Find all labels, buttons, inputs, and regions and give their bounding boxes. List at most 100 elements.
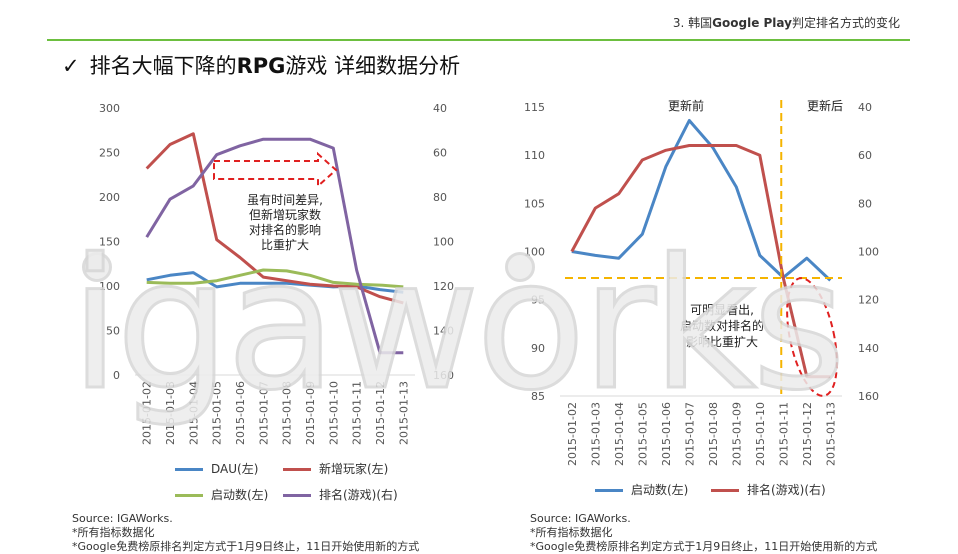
legend-label: 排名(游戏)(右) xyxy=(319,488,398,502)
source-line: Source: IGAWorks. xyxy=(530,512,631,525)
x-tick-label: 2015-01-02 xyxy=(141,381,154,445)
x-tick-label: 2015-01-05 xyxy=(636,402,649,466)
y-left-tick: 90 xyxy=(531,342,545,355)
series-line-0-3 xyxy=(145,137,404,355)
y-right-tick: 140 xyxy=(858,342,879,355)
annotation-line: 影响比重扩大 xyxy=(686,334,758,349)
dashed-arrow xyxy=(213,151,338,189)
legend-item-new-users: 新增玩家(左) xyxy=(283,460,388,477)
x-tick-label: 2015-01-03 xyxy=(589,402,602,466)
header-rule xyxy=(47,39,910,41)
legend-swatch xyxy=(595,489,623,492)
annotation-line: 比重扩大 xyxy=(261,238,309,252)
y-right-tick: 160 xyxy=(433,369,454,382)
title-pre: 排名大幅下降的 xyxy=(89,54,237,78)
legend-swatch xyxy=(175,468,203,471)
y-left-tick: 95 xyxy=(531,294,545,307)
watermark-dot-1 xyxy=(82,252,112,282)
legend-swatch xyxy=(283,494,311,497)
section-bold: Google Play xyxy=(712,16,792,30)
source-line: Source: IGAWorks. xyxy=(72,512,173,525)
x-tick-label: 2015-01-05 xyxy=(211,381,224,445)
x-tick-label: 2015-01-09 xyxy=(730,402,743,466)
y-left-tick: 85 xyxy=(531,390,545,403)
x-tick-label: 2015-01-04 xyxy=(187,381,200,445)
x-tick-label: 2015-01-13 xyxy=(824,402,837,466)
series-line-1-0 xyxy=(571,119,832,282)
x-tick-label: 2015-01-02 xyxy=(566,402,579,466)
y-left-tick: 105 xyxy=(524,197,545,210)
legend-item-rank: 排名(游戏)(右) xyxy=(283,486,398,503)
x-tick-label: 2015-01-03 xyxy=(164,381,177,445)
legend-label: DAU(左) xyxy=(211,462,259,476)
page-title: ✓ 排名大幅下降的RPG游戏 详细数据分析 xyxy=(62,50,460,80)
y-right-tick: 100 xyxy=(858,246,879,259)
legend-swatch xyxy=(175,494,203,497)
y-left-tick: 115 xyxy=(524,101,545,114)
annotation-line: 虽有时间差异, xyxy=(247,193,323,207)
y-right-tick: 100 xyxy=(433,236,454,249)
y-right-tick: 120 xyxy=(858,294,879,307)
legend-label: 新增玩家(左) xyxy=(319,462,389,476)
x-tick-label: 2015-01-12 xyxy=(801,402,814,466)
annotation-line: 启动数对排名的 xyxy=(680,318,764,333)
y-right-tick: 40 xyxy=(433,102,447,115)
right-source: Source: IGAWorks. *所有指标数据化 *Google免费榜原排名… xyxy=(530,512,877,554)
x-tick-label: 2015-01-12 xyxy=(374,381,387,445)
period-label-before: 更新前 xyxy=(668,98,704,113)
x-tick-label: 2015-01-06 xyxy=(660,402,673,466)
x-tick-label: 2015-01-10 xyxy=(327,381,340,445)
x-tick-label: 2015-01-11 xyxy=(777,402,790,466)
legend-label: 排名(游戏)(右) xyxy=(747,483,826,497)
y-right-tick: 40 xyxy=(858,101,872,114)
legend-label: 启动数(左) xyxy=(631,483,689,497)
title-bold: RPG xyxy=(236,54,286,78)
section-label: 3. 韩国Google Play判定排名方式的变化 xyxy=(673,14,900,31)
source-line: *Google免费榜原排名判定方式于1月9日终止，11日开始使用新的方式 xyxy=(530,540,878,553)
annotation-line: 可明显看出, xyxy=(690,303,754,317)
legend-item-dau: DAU(左) xyxy=(175,460,258,477)
left-source: Source: IGAWorks. *所有指标数据化 *Google免费榜原排名… xyxy=(72,512,419,554)
x-tick-label: 2015-01-04 xyxy=(613,402,626,466)
annotation-line: 但新增玩家数 xyxy=(249,207,321,222)
check-icon: ✓ xyxy=(62,54,80,78)
y-right-tick: 60 xyxy=(858,149,872,162)
legend-item-launches: 启动数(左) xyxy=(175,486,268,503)
highlight-ellipse xyxy=(786,277,838,397)
y-left-tick: 200 xyxy=(99,191,120,204)
left-legend: DAU(左) 新增玩家(左) 启动数(左) 排名(游戏)(右) xyxy=(175,460,455,503)
y-left-tick: 50 xyxy=(106,325,120,338)
period-label-after: 更新后 xyxy=(807,98,843,113)
x-tick-label: 2015-01-09 xyxy=(304,381,317,445)
legend-swatch xyxy=(283,468,311,471)
y-left-tick: 250 xyxy=(99,147,120,160)
annotation-line: 对排名的影响 xyxy=(249,222,321,237)
x-tick-label: 2015-01-13 xyxy=(397,381,410,445)
x-tick-label: 2015-01-10 xyxy=(754,402,767,466)
series-line-1-1 xyxy=(570,144,831,379)
watermark-dot-2 xyxy=(505,252,535,282)
title-post: 游戏 详细数据分析 xyxy=(285,54,461,78)
y-right-tick: 140 xyxy=(433,325,454,338)
y-right-tick: 80 xyxy=(433,191,447,204)
x-tick-label: 2015-01-06 xyxy=(234,381,247,445)
legend-swatch xyxy=(711,489,739,492)
x-tick-label: 2015-01-08 xyxy=(707,402,720,466)
right-legend: 启动数(左) 排名(游戏)(右) xyxy=(595,481,855,501)
legend-label: 启动数(左) xyxy=(211,488,269,502)
x-tick-label: 2015-01-08 xyxy=(281,381,294,445)
y-left-tick: 0 xyxy=(113,369,120,382)
y-left-tick: 150 xyxy=(99,236,120,249)
source-line: *Google免费榜原排名判定方式于1月9日终止，11日开始使用新的方式 xyxy=(72,540,420,553)
y-left-tick: 300 xyxy=(99,102,120,115)
x-tick-label: 2015-01-07 xyxy=(683,402,696,466)
source-line: *所有指标数据化 xyxy=(530,526,613,539)
y-right-tick: 160 xyxy=(858,390,879,403)
x-tick-label: 2015-01-11 xyxy=(351,381,364,445)
section-prefix: 3. 韩国 xyxy=(672,16,713,30)
y-right-tick: 120 xyxy=(433,280,454,293)
y-right-tick: 80 xyxy=(858,197,872,210)
section-suffix: 判定排名方式的变化 xyxy=(791,16,900,30)
x-tick-label: 2015-01-07 xyxy=(257,381,270,445)
y-left-tick: 100 xyxy=(99,280,120,293)
